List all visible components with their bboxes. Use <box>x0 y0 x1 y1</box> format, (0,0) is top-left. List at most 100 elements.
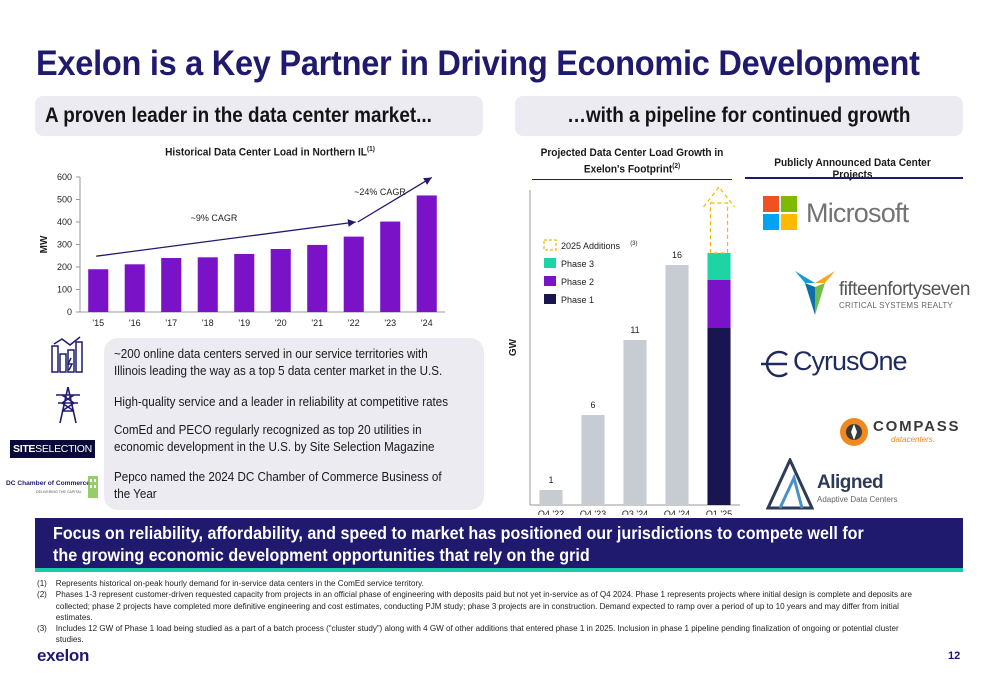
historical-y-tick-label: 100 <box>57 285 72 295</box>
projected-stack-segment <box>707 253 731 280</box>
historical-y-tick-label: 600 <box>57 172 72 182</box>
footnote-2: (2) Phases 1-3 represent customer-driven … <box>37 589 921 623</box>
historical-x-tick-label: '16 <box>129 318 141 328</box>
legend-phase-1-swatch <box>544 294 556 304</box>
historical-bar <box>380 221 401 312</box>
aligned-emblem-icon <box>766 458 814 510</box>
historical-bar <box>161 258 182 312</box>
projected-chart-title-line1: Projected Data Center Load Growth in <box>540 147 724 159</box>
exelon-logo: exelon <box>37 646 90 665</box>
historical-bar <box>270 249 291 312</box>
compass-datacenters-logo: COMPASS datacenters. <box>838 410 963 454</box>
historical-y-tick-label: 500 <box>57 195 72 205</box>
cyrusone-logo: CyrusOne <box>757 344 937 384</box>
historical-y-axis-label: MW <box>39 235 50 253</box>
historical-y-tick-label: 200 <box>57 262 72 272</box>
projected-chart-title-rule <box>532 179 732 180</box>
publicly-announced-title-rule <box>745 177 963 179</box>
aligned-logo-tagline: Adaptive Data Centers <box>817 495 898 504</box>
projected-bar-label: 1 <box>548 475 553 485</box>
site-selection-logo-text-b: SELECTION <box>35 443 92 455</box>
page-number: 12 <box>948 650 961 662</box>
compass-logo-tagline: datacenters. <box>891 435 936 444</box>
historical-chart-title: Historical Data Center Load in Northern … <box>150 146 389 159</box>
dc-chamber-logo-text: DC Chamber of Commerce <box>6 480 90 487</box>
projected-additions-dashed-box <box>709 202 729 254</box>
projected-bar <box>539 490 563 505</box>
historical-chart-title-text: Historical Data Center Load in Northern … <box>165 146 367 159</box>
historical-cagr-label-2: ~24% CAGR <box>354 187 406 197</box>
cyrusone-emblem-icon <box>761 350 788 378</box>
dc-chamber-logo-tagline: DELIVERING THE CAPITAL <box>36 490 82 494</box>
aligned-logo-text: Aligned <box>817 472 884 493</box>
transmission-tower-icon <box>56 386 80 424</box>
info-item-data-centers: ~200 online data centers served in our s… <box>114 346 479 380</box>
historical-bar <box>343 236 364 312</box>
footnote-3-number: (3) <box>37 623 47 634</box>
dc-chamber-of-commerce-logo: DC Chamber of Commerce DELIVERING THE CA… <box>6 472 98 502</box>
projected-stack-segment <box>707 280 731 328</box>
footnote-2-text: Phases 1-3 represent customer-driven req… <box>55 589 912 622</box>
historical-x-tick-label: '19 <box>238 318 250 328</box>
site-selection-logo-text-a: SITE <box>13 443 36 455</box>
historical-bar <box>234 253 255 312</box>
projected-stack-segment <box>707 328 731 505</box>
projected-chart-title-line2: Exelon's Footprint <box>583 163 673 176</box>
historical-y-tick-label: 400 <box>57 217 72 227</box>
microsoft-logo: Microsoft <box>763 196 909 230</box>
left-section-header-text: A proven leader in the data center marke… <box>45 104 432 127</box>
info-item-pepco: Pepco named the 2024 DC Chamber of Comme… <box>114 469 479 503</box>
projected-bar-label: 16 <box>672 250 682 260</box>
historical-bar <box>307 244 328 312</box>
footnote-3: (3) Includes 12 GW of Phase 1 load being … <box>37 623 921 646</box>
power-usage-chart-icon <box>51 336 83 373</box>
right-section-header-text: …with a pipeline for continued growth <box>567 104 911 127</box>
projected-additions-arrow <box>702 186 736 208</box>
legend-phase-3-swatch <box>544 258 556 268</box>
info-item-site-selection: ComEd and PECO regularly recognized as t… <box>114 422 479 456</box>
legend-additions-label: 2025 Additions <box>561 241 621 251</box>
microsoft-logo-text: Microsoft <box>806 197 909 228</box>
projected-chart-title: Projected Data Center Load Growth in Exe… <box>535 146 728 177</box>
info-item-reliability: High-quality service and a leader in rel… <box>114 394 479 411</box>
info-panel <box>104 338 484 510</box>
historical-cagr-label-1: ~9% CAGR <box>191 213 238 223</box>
footnote-1: (1) Represents historical on-peak hourly … <box>37 578 921 589</box>
footnotes: (1) Represents historical on-peak hourly … <box>37 578 977 646</box>
historical-x-tick-label: '24 <box>421 318 433 328</box>
right-section-header: …with a pipeline for continued growth <box>515 96 963 136</box>
focus-banner-text: Focus on reliability, affordability, and… <box>53 523 864 565</box>
footnote-1-number: (1) <box>37 578 47 588</box>
footnote-3-text: Includes 12 GW of Phase 1 load being stu… <box>55 623 899 645</box>
compass-logo-text: COMPASS <box>873 418 961 435</box>
projected-x-tick-label: Q1 '25 <box>706 509 732 515</box>
fifteenfortyseven-logo-text: fifteenfortyseven <box>839 279 970 300</box>
cyrusone-logo-text: CyrusOne <box>793 346 908 376</box>
info-item-data-centers-text: ~200 online data centers served in our s… <box>114 347 443 378</box>
historical-x-tick-label: '23 <box>384 318 396 328</box>
legend-phase-3-label: Phase 3 <box>561 259 594 269</box>
historical-x-tick-label: '21 <box>311 318 323 328</box>
info-item-site-selection-text: ComEd and PECO regularly recognized as t… <box>114 423 435 454</box>
historical-bar <box>88 269 109 312</box>
historical-chart-title-note: (1) <box>366 146 375 153</box>
info-item-reliability-text: High-quality service and a leader in rel… <box>114 395 449 409</box>
focus-banner: Focus on reliability, affordability, and… <box>35 518 963 572</box>
historical-x-tick-label: '22 <box>348 318 360 328</box>
legend-additions-note: (3) <box>630 241 637 247</box>
aligned-data-centers-logo: Aligned Adaptive Data Centers <box>766 458 901 510</box>
legend-additions-swatch <box>543 239 557 251</box>
historical-cagr-arrow-1 <box>96 219 356 257</box>
fifteenfortyseven-logo: fifteenfortyseven CRITICAL SYSTEMS REALT… <box>793 265 970 320</box>
projected-x-tick-label: Q4 '23 <box>580 509 606 515</box>
historical-x-tick-label: '15 <box>92 318 104 328</box>
historical-x-tick-label: '17 <box>165 318 177 328</box>
projected-x-tick-label: Q4 '22 <box>538 509 564 515</box>
projected-bar-label: 6 <box>590 400 595 410</box>
historical-y-tick-label: 0 <box>67 307 72 317</box>
historical-bar <box>416 195 437 312</box>
historical-cagr-arrow-2 <box>357 176 433 223</box>
footnote-1-text: Represents historical on-peak hourly dem… <box>55 578 424 588</box>
historical-x-tick-label: '20 <box>275 318 287 328</box>
projected-chart-title-note: (2) <box>672 163 681 170</box>
